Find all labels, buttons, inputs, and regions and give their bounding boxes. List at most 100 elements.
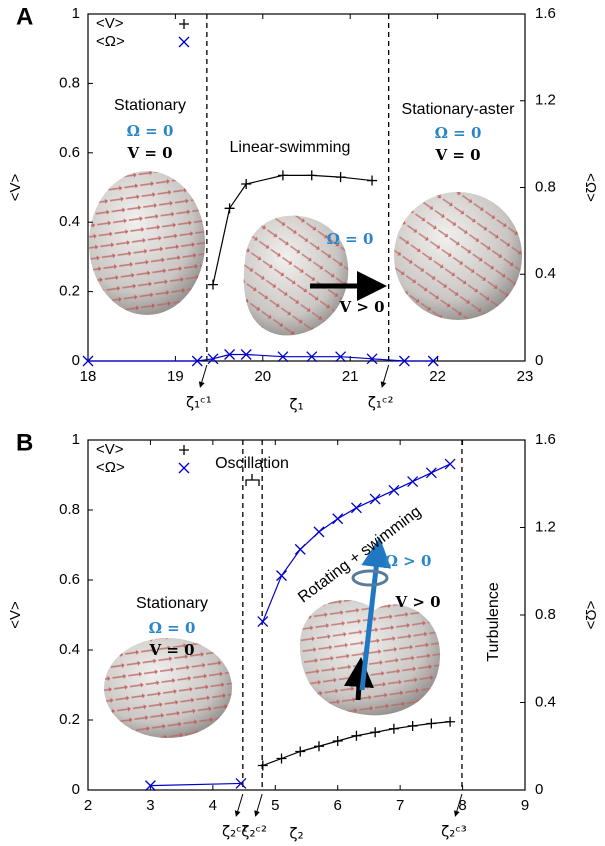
y-tick-label: 0 (72, 352, 80, 369)
y-tick-label: 1 (72, 431, 80, 448)
annotation: V > 0 (338, 298, 384, 316)
x-tick-label: 23 (517, 368, 534, 385)
data-point (144, 780, 156, 792)
data-point (444, 458, 456, 470)
y2-tick-label: 0 (535, 781, 543, 798)
x-tick-label: 4 (209, 797, 217, 814)
annotation: Ω = 0 (149, 619, 196, 637)
data-point (240, 349, 252, 360)
panel-label: A (16, 3, 33, 30)
annotation: V = 0 (148, 641, 194, 659)
data-point (388, 484, 400, 496)
data-point (82, 355, 94, 367)
legend-marker (178, 36, 190, 48)
y-tick-label: 0 (72, 781, 80, 798)
y-tick-label: 0.2 (59, 711, 80, 728)
y-tick-label: 0.6 (59, 144, 80, 161)
y2-tick-label: 1.6 (535, 5, 556, 22)
annotation: Ω = 0 (435, 124, 482, 142)
data-point (332, 736, 343, 746)
y-tick-label: 0.2 (59, 283, 80, 300)
panel-label: B (16, 429, 33, 456)
x-tick-label: 22 (429, 368, 446, 385)
plot-frame (87, 439, 526, 791)
data-point (425, 467, 437, 479)
annotation: V = 0 (434, 146, 480, 164)
data-point (370, 727, 381, 738)
annotation: Oscillation (215, 455, 289, 472)
data-point (306, 351, 318, 363)
y-axis-label: <V> (7, 174, 24, 202)
data-point (313, 526, 325, 538)
data-point (277, 351, 289, 363)
critical-label: ζ₁ᶜ² (368, 394, 394, 412)
annotation: Stationary (136, 595, 208, 612)
x-tick-label: 7 (396, 797, 404, 814)
annotation: V > 0 (394, 593, 440, 611)
data-point (398, 355, 410, 367)
y-tick-label: 0.4 (59, 641, 80, 658)
x-tick-label: 9 (521, 797, 529, 814)
data-point (369, 493, 381, 505)
annotation: Stationary-aster (402, 101, 516, 118)
data-point (241, 179, 252, 190)
annotation: Ω > 0 (385, 552, 432, 570)
annotation: Stationary (114, 97, 186, 114)
data-point (335, 351, 347, 363)
y2-tick-label: 1.2 (535, 92, 556, 109)
data-point (351, 730, 362, 741)
annotation: V = 0 (126, 144, 172, 162)
legend-label: <Ω> (96, 33, 125, 50)
data-point (388, 723, 399, 734)
data-point (426, 718, 437, 729)
legend-label: <V> (96, 441, 124, 458)
data-point (191, 355, 203, 367)
data-point (224, 349, 236, 360)
data-point (332, 513, 344, 525)
x-tick-label: 21 (342, 368, 359, 385)
legend-marker (178, 462, 190, 474)
data-point (224, 203, 235, 214)
y2-tick-label: 1.6 (535, 431, 556, 448)
illustration (89, 171, 522, 336)
illustration (104, 474, 440, 738)
annotation: Linear-swimming (230, 139, 351, 156)
data-point (235, 777, 247, 789)
y2-tick-label: 0.4 (535, 693, 556, 710)
y-tick-label: 0.8 (59, 501, 80, 518)
annotation: Ω = 0 (327, 230, 374, 248)
annotation: Turbulence (485, 582, 502, 662)
critical-label: ζ₂ᶜ² (241, 823, 267, 841)
y-tick-label: 1 (72, 5, 80, 22)
data-point (313, 741, 324, 752)
data-point (445, 716, 456, 727)
critical-label: ζ₂ᶜ³ (441, 823, 467, 841)
x-tick-label: 5 (271, 797, 279, 814)
data-point (277, 170, 288, 181)
x-tick-label: 3 (146, 797, 154, 814)
data-point (335, 172, 346, 183)
data-point (367, 175, 378, 186)
x-tick-label: 18 (80, 368, 97, 385)
y-tick-label: 0.6 (59, 571, 80, 588)
data-point (295, 746, 306, 757)
data-point (427, 355, 439, 367)
legend-marker (179, 19, 189, 29)
legend-label: <V> (96, 15, 124, 32)
data-point (350, 502, 362, 514)
legend-label: <Ω> (96, 459, 125, 476)
y2-axis-label: <Ω> (582, 601, 599, 630)
y2-tick-label: 1.2 (535, 518, 556, 535)
x-tick-label: 19 (167, 368, 184, 385)
y2-tick-label: 0 (535, 352, 543, 369)
x-tick-label: 2 (84, 797, 92, 814)
x-tick-label: 20 (254, 368, 271, 385)
data-point (276, 570, 287, 582)
critical-arrow (453, 793, 463, 817)
critical-label: ζ₁ᶜ¹ (186, 394, 212, 412)
series-line (262, 721, 451, 767)
data-point (276, 753, 287, 764)
data-point (207, 353, 219, 365)
data-point (207, 279, 218, 290)
y2-tick-label: 0.4 (535, 265, 556, 282)
